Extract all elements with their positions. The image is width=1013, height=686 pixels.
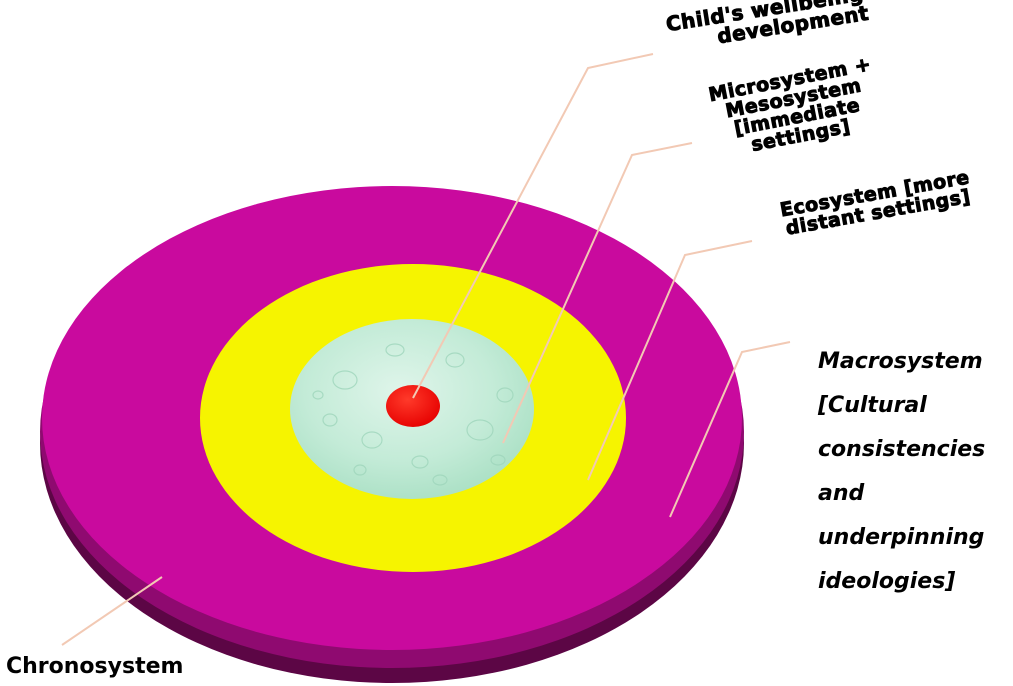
- leader-lines: [61, 53, 791, 646]
- leader-line-macro: [669, 341, 791, 518]
- water-droplet-texture: [312, 343, 514, 486]
- leader-line-micro: [502, 142, 693, 444]
- leader-line-chrono: [61, 576, 163, 646]
- leader-line-child: [412, 53, 654, 399]
- child-center: [386, 385, 440, 427]
- leader-line-eco: [587, 240, 753, 481]
- label-chronosystem: Chronosystem: [6, 654, 184, 679]
- label-macrosystem: Macrosystem [Cultural consistencies and …: [818, 349, 986, 594]
